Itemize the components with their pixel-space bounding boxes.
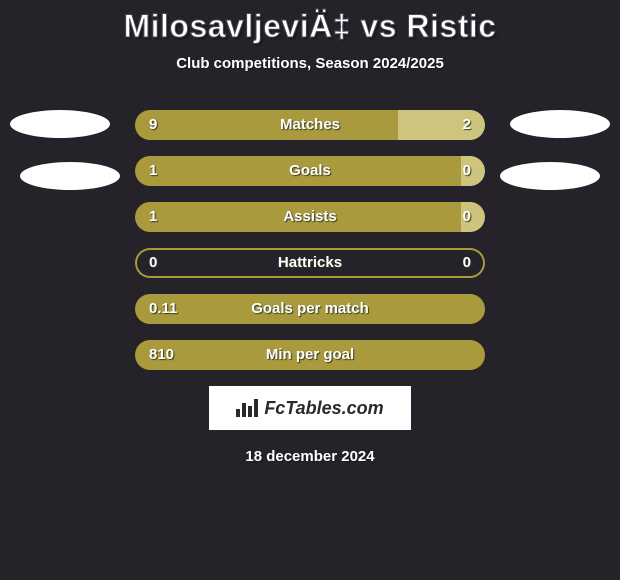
stat-bar-area: 0.11Goals per match (135, 294, 485, 324)
date-label: 18 december 2024 (0, 448, 620, 465)
vs-label: vs (360, 8, 397, 44)
stat-row: 810Min per goal (0, 340, 620, 370)
stats-rows: 92Matches 10Goals 10Assists 00Hattricks 0.11… (0, 110, 620, 370)
stat-label: Goals (135, 156, 485, 186)
subtitle: Club competitions, Season 2024/2025 (0, 55, 620, 72)
branding-text: FcTables.com (264, 398, 383, 419)
stat-bar-area: 92Matches (135, 110, 485, 140)
stat-bar-area: 00Hattricks (135, 248, 485, 278)
stat-row: 00Hattricks (0, 248, 620, 278)
stat-row: 0.11Goals per match (0, 294, 620, 324)
stat-row: 10Assists (0, 202, 620, 232)
player-left-name: MilosavljeviÄ‡ (123, 8, 351, 44)
stat-bar-area: 10Assists (135, 202, 485, 232)
branding-bars-icon (236, 399, 258, 417)
stat-label: Hattricks (135, 248, 485, 278)
comparison-card: MilosavljeviÄ‡ vs Ristic Club competitio… (0, 0, 620, 465)
stat-label: Matches (135, 110, 485, 140)
comparison-title: MilosavljeviÄ‡ vs Ristic (0, 8, 620, 45)
stat-label: Assists (135, 202, 485, 232)
stat-row: 10Goals (0, 156, 620, 186)
stat-row: 92Matches (0, 110, 620, 140)
stat-label: Goals per match (135, 294, 485, 324)
branding-badge: FcTables.com (209, 386, 411, 430)
stat-bar-area: 10Goals (135, 156, 485, 186)
stat-bar-area: 810Min per goal (135, 340, 485, 370)
stat-label: Min per goal (135, 340, 485, 370)
player-right-name: Ristic (406, 8, 496, 44)
